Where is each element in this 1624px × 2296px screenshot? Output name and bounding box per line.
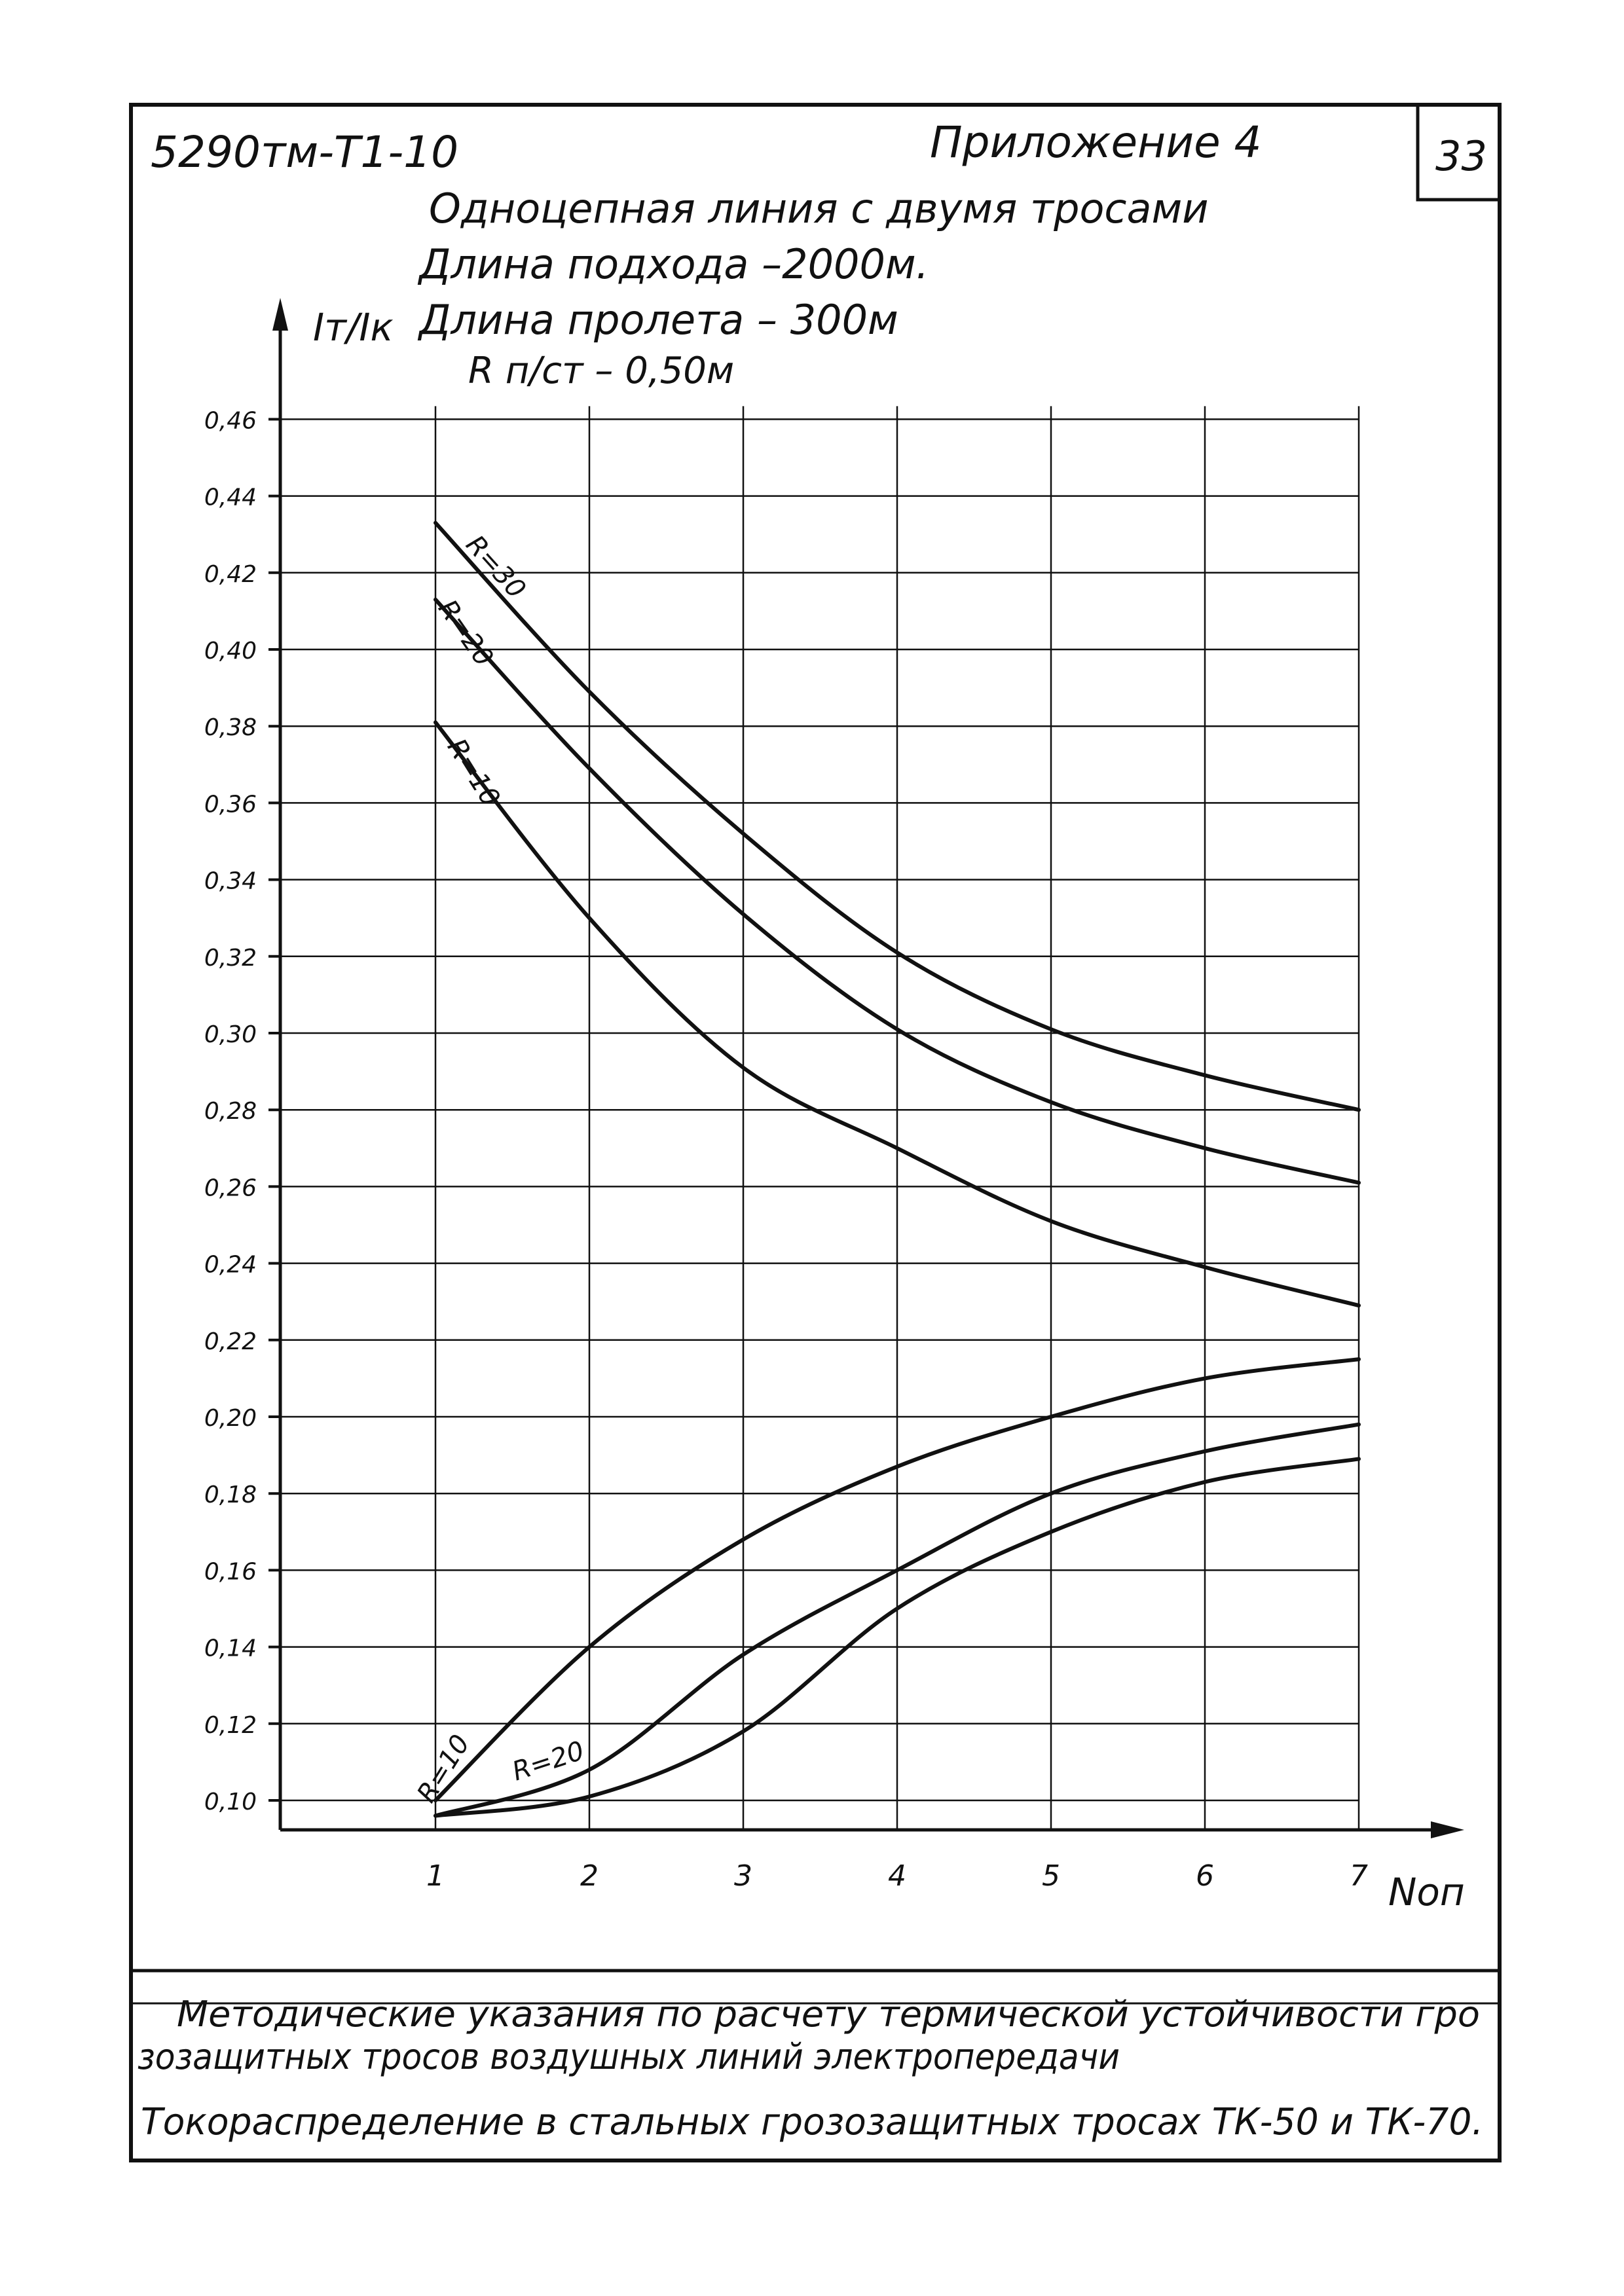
grid <box>280 406 1360 1830</box>
series <box>434 520 1361 1818</box>
y-tick-label: 0,26 <box>204 1175 257 1201</box>
sheet-number-box <box>1416 103 1502 202</box>
y-tick-label: 0,44 <box>204 484 257 511</box>
series-label: R=20 <box>432 594 499 672</box>
x-axis-label: Nоп <box>1388 1870 1465 1914</box>
x-tick-label: 1 <box>426 1859 445 1893</box>
footer-line-2: зозащитных тросов воздушных линий электр… <box>138 2036 1120 2077</box>
series-label: R=10 <box>441 733 506 812</box>
note-line-4: R п/ст – 0,50м <box>468 350 734 392</box>
series-label: R=20 <box>509 1736 588 1787</box>
note-line-2: Длина подхода –2000м. <box>417 240 929 288</box>
series-line-4 <box>434 1357 1361 1802</box>
axes <box>272 298 1464 1838</box>
y-axis-label: Iт/Iк <box>313 305 394 350</box>
tick-labels: 0,10 0,12 0,14 0,16 0,18 0,20 0,22 0,24 0,26 0,28… <box>204 407 1368 1893</box>
y-tick-label: 0,14 <box>204 1635 257 1662</box>
y-tick-label: 0,30 <box>204 1021 257 1048</box>
x-tick-label: 5 <box>1042 1859 1060 1893</box>
y-tick-label: 0,10 <box>204 1789 257 1815</box>
y-tick-label: 0,22 <box>204 1328 257 1355</box>
x-tick-label: 7 <box>1350 1859 1368 1893</box>
x-tick-label: 4 <box>888 1859 906 1893</box>
note-line-3: Длина пролета – 300м <box>417 296 898 344</box>
x-tick-label: 2 <box>580 1859 599 1893</box>
x-tick-label: 3 <box>734 1859 752 1893</box>
series-line-1 <box>434 520 1361 1112</box>
series-line-5 <box>434 1422 1361 1818</box>
y-tick-label: 0,32 <box>204 945 257 972</box>
document-code: 5290тм-Т1-10 <box>151 127 458 177</box>
y-tick-label: 0,12 <box>204 1712 257 1739</box>
y-tick-label: 0,34 <box>204 868 257 895</box>
y-tick-label: 0,24 <box>204 1252 257 1279</box>
y-tick-label: 0,42 <box>204 561 257 588</box>
series-line-6 <box>434 1457 1361 1818</box>
y-tick-label: 0,40 <box>204 638 257 665</box>
x-tick-label: 6 <box>1196 1859 1214 1893</box>
y-tick-label: 0,18 <box>204 1482 257 1508</box>
sheet-frame <box>129 103 1502 2162</box>
y-tick-label: 0,16 <box>204 1558 257 1585</box>
y-tick-label: 0,28 <box>204 1098 257 1125</box>
series-labels: R=30R=20R=10R=10 R=20 <box>411 530 587 1808</box>
series-line-2 <box>434 597 1361 1185</box>
y-tick-label: 0,36 <box>204 791 257 818</box>
sheet-number: 33 <box>1435 132 1487 180</box>
x-axis-arrow-icon <box>1431 1821 1464 1838</box>
y-tick-label: 0,38 <box>204 714 257 741</box>
y-tick-label: 0,46 <box>204 407 257 434</box>
y-axis-arrow-icon <box>272 298 288 331</box>
y-tick-label: 0,20 <box>204 1405 257 1432</box>
note-line-1: Одноцепная линия с двумя тросами <box>429 185 1209 232</box>
footer-line-3: Токораспределение в стальных грозозащитн… <box>141 2101 1483 2143</box>
series-line-3 <box>434 720 1361 1308</box>
appendix-label: Приложение 4 <box>930 117 1262 168</box>
footer-line-1: Методические указания по расчету термиче… <box>177 1994 1480 2035</box>
chart-area: 0,10 0,12 0,14 0,16 0,18 0,20 0,22 0,24 0,26 0,28… <box>204 298 1465 1914</box>
